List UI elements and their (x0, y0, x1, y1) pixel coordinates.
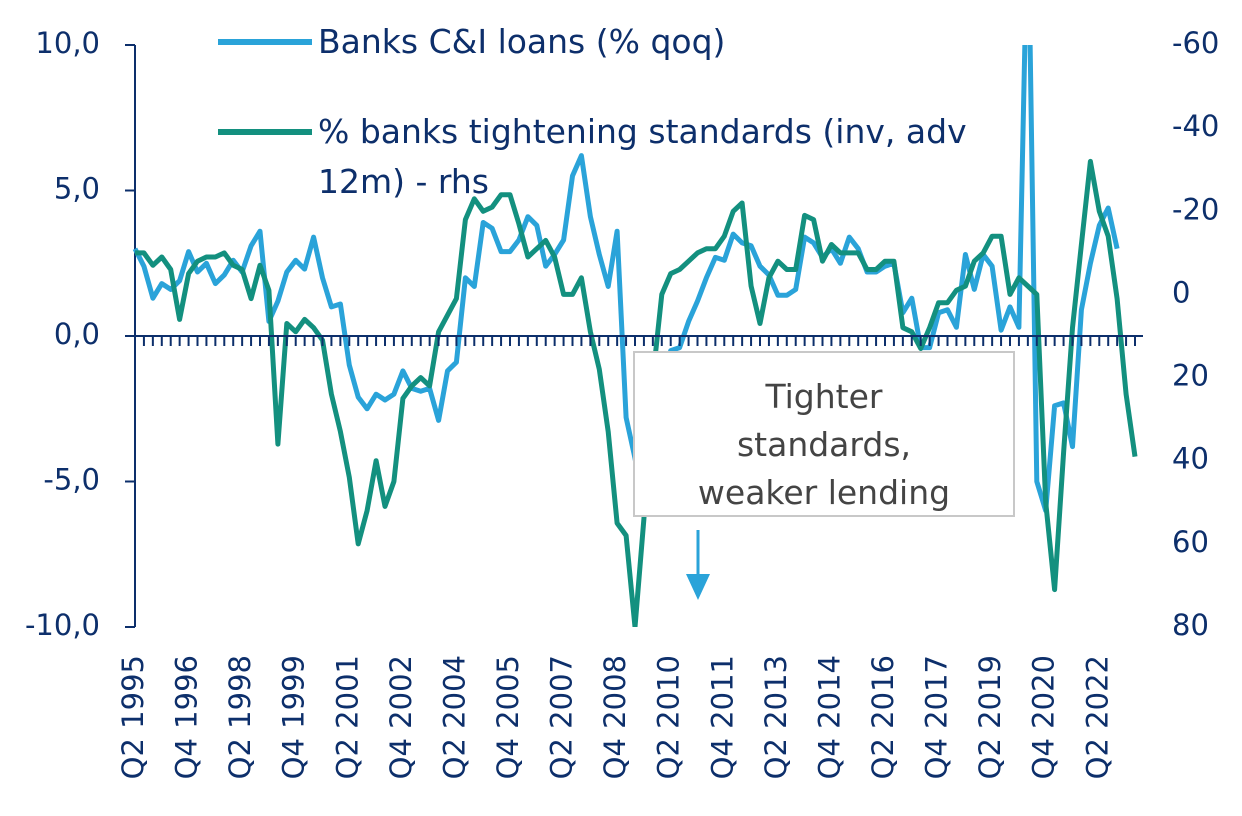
x-tick-label: Q2 2010 (652, 655, 686, 779)
legend-entry: % banks tightening standards (inv, adv 1… (318, 112, 967, 201)
series-line (135, 158, 1138, 627)
legend-entry: Banks C&I loans (% qoq) (318, 22, 726, 61)
x-tick-label: Q2 2007 (545, 655, 579, 779)
x-tick-label: Q2 1995 (116, 655, 150, 779)
y-tick-label: -5,0 (43, 463, 100, 497)
y2-tick-label: -20 (1172, 192, 1219, 226)
arrow-head (686, 574, 710, 600)
x-tick-label: Q4 1996 (170, 655, 204, 779)
x-tick-label: Q4 2020 (1027, 655, 1061, 779)
x-tick-label: Q4 2005 (491, 655, 525, 779)
x-tick-label: Q4 2011 (705, 655, 739, 779)
y2-tick-label: 20 (1172, 359, 1209, 393)
x-tick-label: Q2 2016 (866, 655, 900, 779)
x-tick-label: Q4 2014 (812, 655, 846, 779)
y2-tick-label: 40 (1172, 442, 1209, 476)
annotation: Tighter standards, weaker lending (633, 351, 1015, 517)
y-tick-label: 0,0 (54, 317, 100, 351)
y2-tick-label: 60 (1172, 525, 1209, 559)
y2-tick-label: -40 (1172, 109, 1219, 143)
x-tick-label: Q2 2019 (973, 655, 1007, 779)
y-tick-label: 5,0 (54, 172, 100, 206)
x-tick-label: Q2 1998 (223, 655, 257, 779)
x-tick-label: Q2 2022 (1080, 655, 1114, 779)
y2-tick-label: 0 (1172, 275, 1190, 309)
x-tick-label: Q2 2004 (437, 655, 471, 779)
series-line (132, 45, 1120, 514)
y2-tick-label: -60 (1172, 26, 1219, 60)
y-tick-label: 10,0 (35, 26, 100, 60)
y-tick-label: -10,0 (25, 608, 100, 642)
x-tick-label: Q4 2002 (384, 655, 418, 779)
x-tick-label: Q4 1999 (277, 655, 311, 779)
x-tick-label: Q4 2017 (920, 655, 954, 779)
y2-tick-label: 80 (1172, 608, 1209, 642)
x-tick-label: Q2 2001 (330, 655, 364, 779)
x-tick-label: Q2 2013 (759, 655, 793, 779)
x-tick-label: Q4 2008 (598, 655, 632, 779)
